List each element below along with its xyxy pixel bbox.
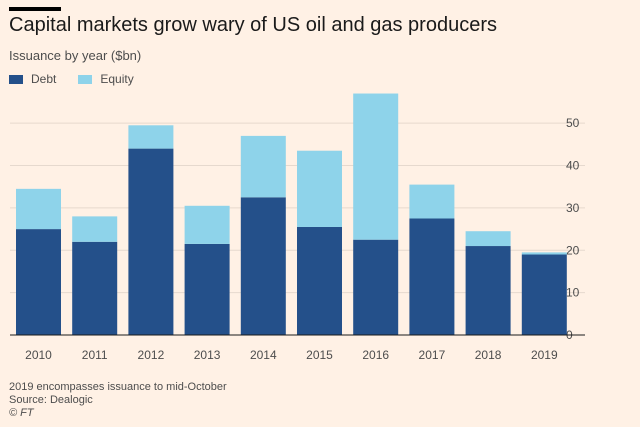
footer-source: Source: Dealogic	[9, 394, 93, 406]
legend-swatch-debt	[9, 74, 23, 84]
footer-copyright: © FT	[9, 407, 34, 419]
bar-debt	[128, 148, 174, 335]
x-tick-label: 2019	[531, 348, 558, 362]
y-tick-label: 30	[566, 201, 580, 215]
bar-equity	[521, 252, 567, 255]
legend-label-equity: Equity	[100, 72, 134, 86]
bar-equity	[353, 93, 399, 240]
bar-debt	[16, 229, 61, 335]
y-tick-label: 40	[566, 159, 580, 173]
x-tick-label: 2011	[82, 348, 108, 362]
bar-debt	[72, 241, 118, 335]
legend-label-debt: Debt	[31, 72, 57, 86]
bar-equity	[184, 205, 230, 244]
bar-debt	[409, 218, 455, 335]
bar-equity	[240, 135, 286, 198]
x-tick-label: 2015	[306, 348, 333, 362]
y-tick-label: 10	[566, 286, 580, 300]
bar-equity	[72, 216, 118, 242]
x-tick-label: 2012	[138, 348, 165, 362]
ft-top-bar	[9, 7, 61, 11]
chart-subtitle: Issuance by year ($bn)	[9, 48, 142, 63]
bar-debt	[353, 239, 399, 335]
bar-debt	[297, 226, 342, 335]
x-tick-label: 2017	[419, 348, 446, 362]
x-tick-label: 2014	[250, 348, 277, 362]
bar-debt	[521, 254, 567, 335]
legend-item-equity: Equity	[78, 72, 134, 86]
footer-note: 2019 encompasses issuance to mid-October	[9, 381, 227, 393]
y-tick-label: 20	[566, 243, 580, 257]
chart-title: Capital markets grow wary of US oil and …	[9, 14, 497, 36]
y-tick-label: 50	[566, 116, 580, 130]
bar-equity	[297, 150, 342, 227]
bar-equity	[16, 188, 61, 230]
bar-equity	[128, 125, 174, 149]
bar-equity	[465, 231, 511, 247]
bar-equity	[409, 184, 455, 219]
bar-debt	[240, 197, 286, 335]
legend: Debt Equity	[9, 72, 156, 86]
x-tick-label: 2016	[362, 348, 389, 362]
legend-item-debt: Debt	[9, 72, 56, 86]
footer: 2019 encompasses issuance to mid-October…	[9, 381, 227, 420]
x-tick-label: 2010	[25, 348, 52, 362]
bar-debt	[184, 243, 230, 335]
bar-debt	[465, 246, 511, 335]
legend-swatch-equity	[78, 74, 93, 84]
x-tick-label: 2013	[194, 348, 221, 362]
x-tick-label: 2018	[475, 348, 502, 362]
